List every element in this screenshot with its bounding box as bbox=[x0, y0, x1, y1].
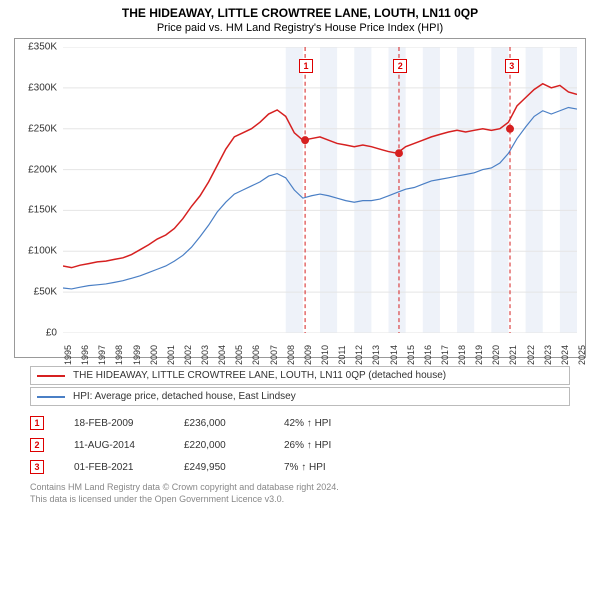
x-tick-label: 2012 bbox=[354, 345, 364, 365]
sales-table: 1 18-FEB-2009 £236,000 42% ↑ HPI 2 11-AUG-201… bbox=[30, 416, 570, 474]
x-tick-label: 2017 bbox=[440, 345, 450, 365]
x-tick-label: 2005 bbox=[234, 345, 244, 365]
footer-line-1: Contains HM Land Registry data © Crown c… bbox=[30, 482, 570, 494]
x-tick-label: 2009 bbox=[303, 345, 313, 365]
x-tick-label: 2019 bbox=[474, 345, 484, 365]
x-tick-label: 2023 bbox=[543, 345, 553, 365]
sale-price: £249,950 bbox=[184, 462, 264, 473]
y-tick-label: £150K bbox=[28, 205, 57, 216]
x-tick-label: 1998 bbox=[114, 345, 124, 365]
sale-row: 2 11-AUG-2014 £220,000 26% ↑ HPI bbox=[30, 438, 570, 452]
y-tick-label: £0 bbox=[46, 328, 57, 339]
legend-label: THE HIDEAWAY, LITTLE CROWTREE LANE, LOUT… bbox=[73, 370, 446, 381]
y-tick-label: £300K bbox=[28, 82, 57, 93]
x-tick-label: 2006 bbox=[251, 345, 261, 365]
y-tick-label: £100K bbox=[28, 246, 57, 257]
x-tick-label: 1996 bbox=[80, 345, 90, 365]
x-tick-label: 2004 bbox=[217, 345, 227, 365]
y-tick-label: £250K bbox=[28, 123, 57, 134]
x-tick-label: 2025 bbox=[577, 345, 587, 365]
legend-item: HPI: Average price, detached house, East… bbox=[30, 387, 570, 406]
x-tick-label: 2024 bbox=[560, 345, 570, 365]
x-tick-label: 1995 bbox=[63, 345, 73, 365]
x-tick-label: 2016 bbox=[423, 345, 433, 365]
chart-subtitle: Price paid vs. HM Land Registry's House … bbox=[10, 22, 590, 34]
sale-badge: 3 bbox=[30, 460, 44, 474]
legend-swatch bbox=[37, 396, 65, 398]
chart-title: THE HIDEAWAY, LITTLE CROWTREE LANE, LOUT… bbox=[10, 6, 590, 20]
x-tick-label: 2013 bbox=[371, 345, 381, 365]
chart-marker-badge: 2 bbox=[393, 59, 407, 73]
chart-area: £0 £50K £100K £150K £200K £250K £300K £350K 1 2 3… bbox=[14, 38, 586, 358]
x-tick-label: 2002 bbox=[183, 345, 193, 365]
x-tick-label: 2014 bbox=[389, 345, 399, 365]
y-tick-label: £350K bbox=[28, 42, 57, 53]
x-axis: 1995199619971998199920002001200220032004… bbox=[63, 335, 577, 357]
plot-region: 1 2 3 bbox=[63, 47, 577, 333]
footer-attribution: Contains HM Land Registry data © Crown c… bbox=[30, 482, 570, 505]
sale-price: £220,000 bbox=[184, 440, 264, 451]
sale-date: 01-FEB-2021 bbox=[74, 462, 164, 473]
y-tick-label: £200K bbox=[28, 164, 57, 175]
legend: THE HIDEAWAY, LITTLE CROWTREE LANE, LOUT… bbox=[10, 366, 590, 406]
sale-price: £236,000 bbox=[184, 418, 264, 429]
sale-pct-vs-hpi: 7% ↑ HPI bbox=[284, 462, 394, 473]
x-tick-label: 2010 bbox=[320, 345, 330, 365]
x-tick-label: 2007 bbox=[269, 345, 279, 365]
legend-item: THE HIDEAWAY, LITTLE CROWTREE LANE, LOUT… bbox=[30, 366, 570, 385]
sale-row: 3 01-FEB-2021 £249,950 7% ↑ HPI bbox=[30, 460, 570, 474]
y-axis: £0£50K£100K£150K£200K£250K£300K£350K bbox=[15, 47, 59, 333]
chart-marker-badge: 3 bbox=[505, 59, 519, 73]
sale-pct-vs-hpi: 26% ↑ HPI bbox=[284, 440, 394, 451]
y-tick-label: £50K bbox=[34, 287, 57, 298]
x-tick-label: 2018 bbox=[457, 345, 467, 365]
x-tick-label: 1999 bbox=[132, 345, 142, 365]
sale-badge: 2 bbox=[30, 438, 44, 452]
sale-date: 18-FEB-2009 bbox=[74, 418, 164, 429]
x-tick-label: 2001 bbox=[166, 345, 176, 365]
x-tick-label: 2003 bbox=[200, 345, 210, 365]
sale-pct-vs-hpi: 42% ↑ HPI bbox=[284, 418, 394, 429]
x-tick-label: 2021 bbox=[508, 345, 518, 365]
x-tick-label: 2008 bbox=[286, 345, 296, 365]
sale-badge: 1 bbox=[30, 416, 44, 430]
sale-date: 11-AUG-2014 bbox=[74, 440, 164, 451]
x-tick-label: 2011 bbox=[337, 345, 347, 364]
legend-swatch bbox=[37, 375, 65, 377]
x-tick-label: 1997 bbox=[97, 345, 107, 365]
legend-label: HPI: Average price, detached house, East… bbox=[73, 391, 296, 402]
x-tick-label: 2015 bbox=[406, 345, 416, 365]
plot-svg bbox=[63, 47, 577, 333]
footer-line-2: This data is licensed under the Open Gov… bbox=[30, 494, 570, 506]
chart-marker-badge: 1 bbox=[299, 59, 313, 73]
x-tick-label: 2022 bbox=[526, 345, 536, 365]
x-tick-label: 2000 bbox=[149, 345, 159, 365]
x-tick-label: 2020 bbox=[491, 345, 501, 365]
sale-row: 1 18-FEB-2009 £236,000 42% ↑ HPI bbox=[30, 416, 570, 430]
